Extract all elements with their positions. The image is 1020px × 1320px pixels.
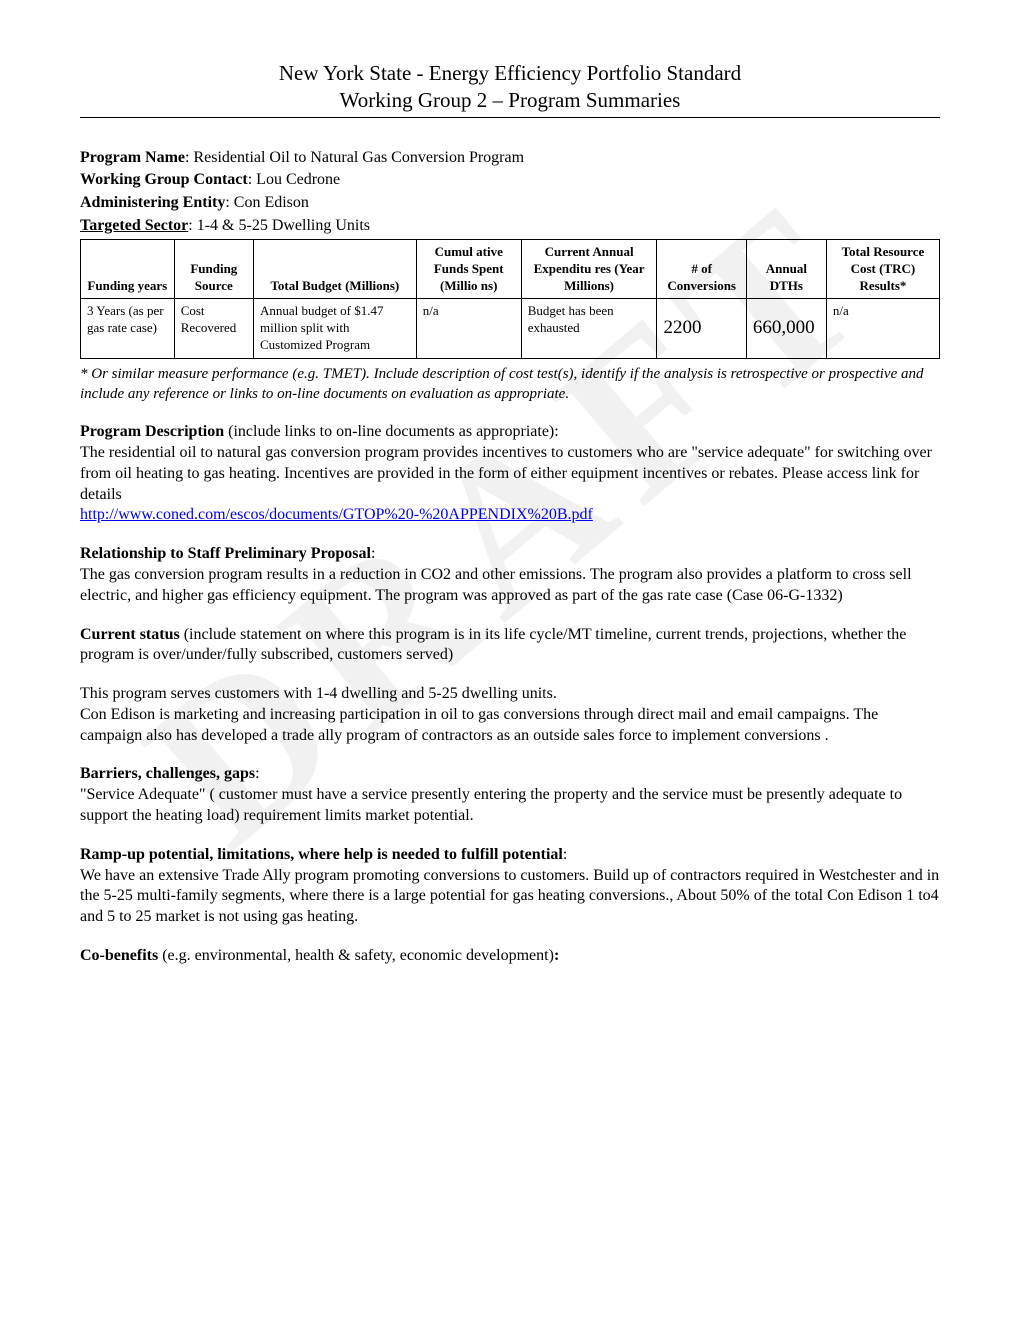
th-trc-results: Total Resource Cost (TRC) Results* — [826, 239, 939, 299]
cobenefits-colon: : — [554, 947, 559, 964]
barriers-section: Barriers, challenges, gaps: "Service Ade… — [80, 764, 940, 826]
table-footnote: * Or similar measure performance (e.g. T… — [80, 365, 940, 404]
td-trc-results: n/a — [826, 299, 939, 359]
th-total-budget: Total Budget (Millions) — [253, 239, 416, 299]
relationship-section: Relationship to Staff Preliminary Propos… — [80, 544, 940, 606]
table-row: 3 Years (as per gas rate case) Cost Reco… — [81, 299, 940, 359]
cobenefits-suffix: (e.g. environmental, health & safety, ec… — [158, 947, 554, 964]
meta-section: Program Name: Residential Oil to Natural… — [80, 148, 940, 237]
td-cumulative-funds: n/a — [416, 299, 521, 359]
data-table: Funding years Funding Source Total Budge… — [80, 239, 940, 359]
td-conversions: 2200 — [657, 299, 746, 359]
th-conversions: # of Conversions — [657, 239, 746, 299]
sector-label: Targeted Sector — [80, 217, 188, 234]
sector-value: : 1-4 & 5-25 Dwelling Units — [188, 217, 370, 234]
barriers-body: "Service Adequate" ( customer must have … — [80, 785, 940, 827]
rampup-body: We have an extensive Trade Ally program … — [80, 866, 940, 928]
program-name-value: : Residential Oil to Natural Gas Convers… — [185, 149, 524, 166]
program-desc-link[interactable]: http://www.coned.com/escos/documents/GTO… — [80, 506, 593, 523]
status-suffix: (include statement on where this program… — [80, 626, 906, 664]
relationship-body: The gas conversion program results in a … — [80, 565, 940, 607]
td-annual-dths: 660,000 — [746, 299, 826, 359]
entity-value: : Con Edison — [225, 194, 309, 211]
program-desc-suffix: (include links to on-line documents as a… — [224, 423, 559, 440]
table-header-row: Funding years Funding Source Total Budge… — [81, 239, 940, 299]
header-line-1: New York State - Energy Efficiency Portf… — [80, 60, 940, 87]
entity-label: Administering Entity — [80, 194, 225, 211]
th-funding-years: Funding years — [81, 239, 175, 299]
td-current-expenditures: Budget has been exhausted — [521, 299, 657, 359]
rampup-title: Ramp-up potential, limitations, where he… — [80, 846, 563, 863]
contact-value: : Lou Cedrone — [248, 171, 340, 188]
current-status-section: Current status (include statement on whe… — [80, 625, 940, 747]
program-name-label: Program Name — [80, 149, 185, 166]
status-body-1: This program serves customers with 1-4 d… — [80, 684, 940, 705]
status-body-2: Con Edison is marketing and increasing p… — [80, 705, 940, 747]
program-description-section: Program Description (include links to on… — [80, 422, 940, 526]
th-cumulative-funds: Cumul ative Funds Spent (Millio ns) — [416, 239, 521, 299]
th-annual-dths: Annual DTHs — [746, 239, 826, 299]
th-funding-source: Funding Source — [174, 239, 253, 299]
barriers-title: Barriers, challenges, gaps — [80, 765, 255, 782]
rampup-section: Ramp-up potential, limitations, where he… — [80, 845, 940, 928]
program-desc-title: Program Description — [80, 423, 224, 440]
td-funding-years: 3 Years (as per gas rate case) — [81, 299, 175, 359]
status-title: Current status — [80, 626, 180, 643]
program-desc-body: The residential oil to natural gas conve… — [80, 443, 940, 505]
td-total-budget: Annual budget of $1.47 million split wit… — [253, 299, 416, 359]
contact-label: Working Group Contact — [80, 171, 248, 188]
cobenefits-title: Co-benefits — [80, 947, 158, 964]
th-current-expenditures: Current Annual Expenditu res (Year Milli… — [521, 239, 657, 299]
header-line-2: Working Group 2 – Program Summaries — [80, 87, 940, 114]
relationship-title: Relationship to Staff Preliminary Propos… — [80, 545, 371, 562]
document-header: New York State - Energy Efficiency Portf… — [80, 60, 940, 118]
td-funding-source: Cost Recovered — [174, 299, 253, 359]
cobenefits-section: Co-benefits (e.g. environmental, health … — [80, 946, 940, 967]
